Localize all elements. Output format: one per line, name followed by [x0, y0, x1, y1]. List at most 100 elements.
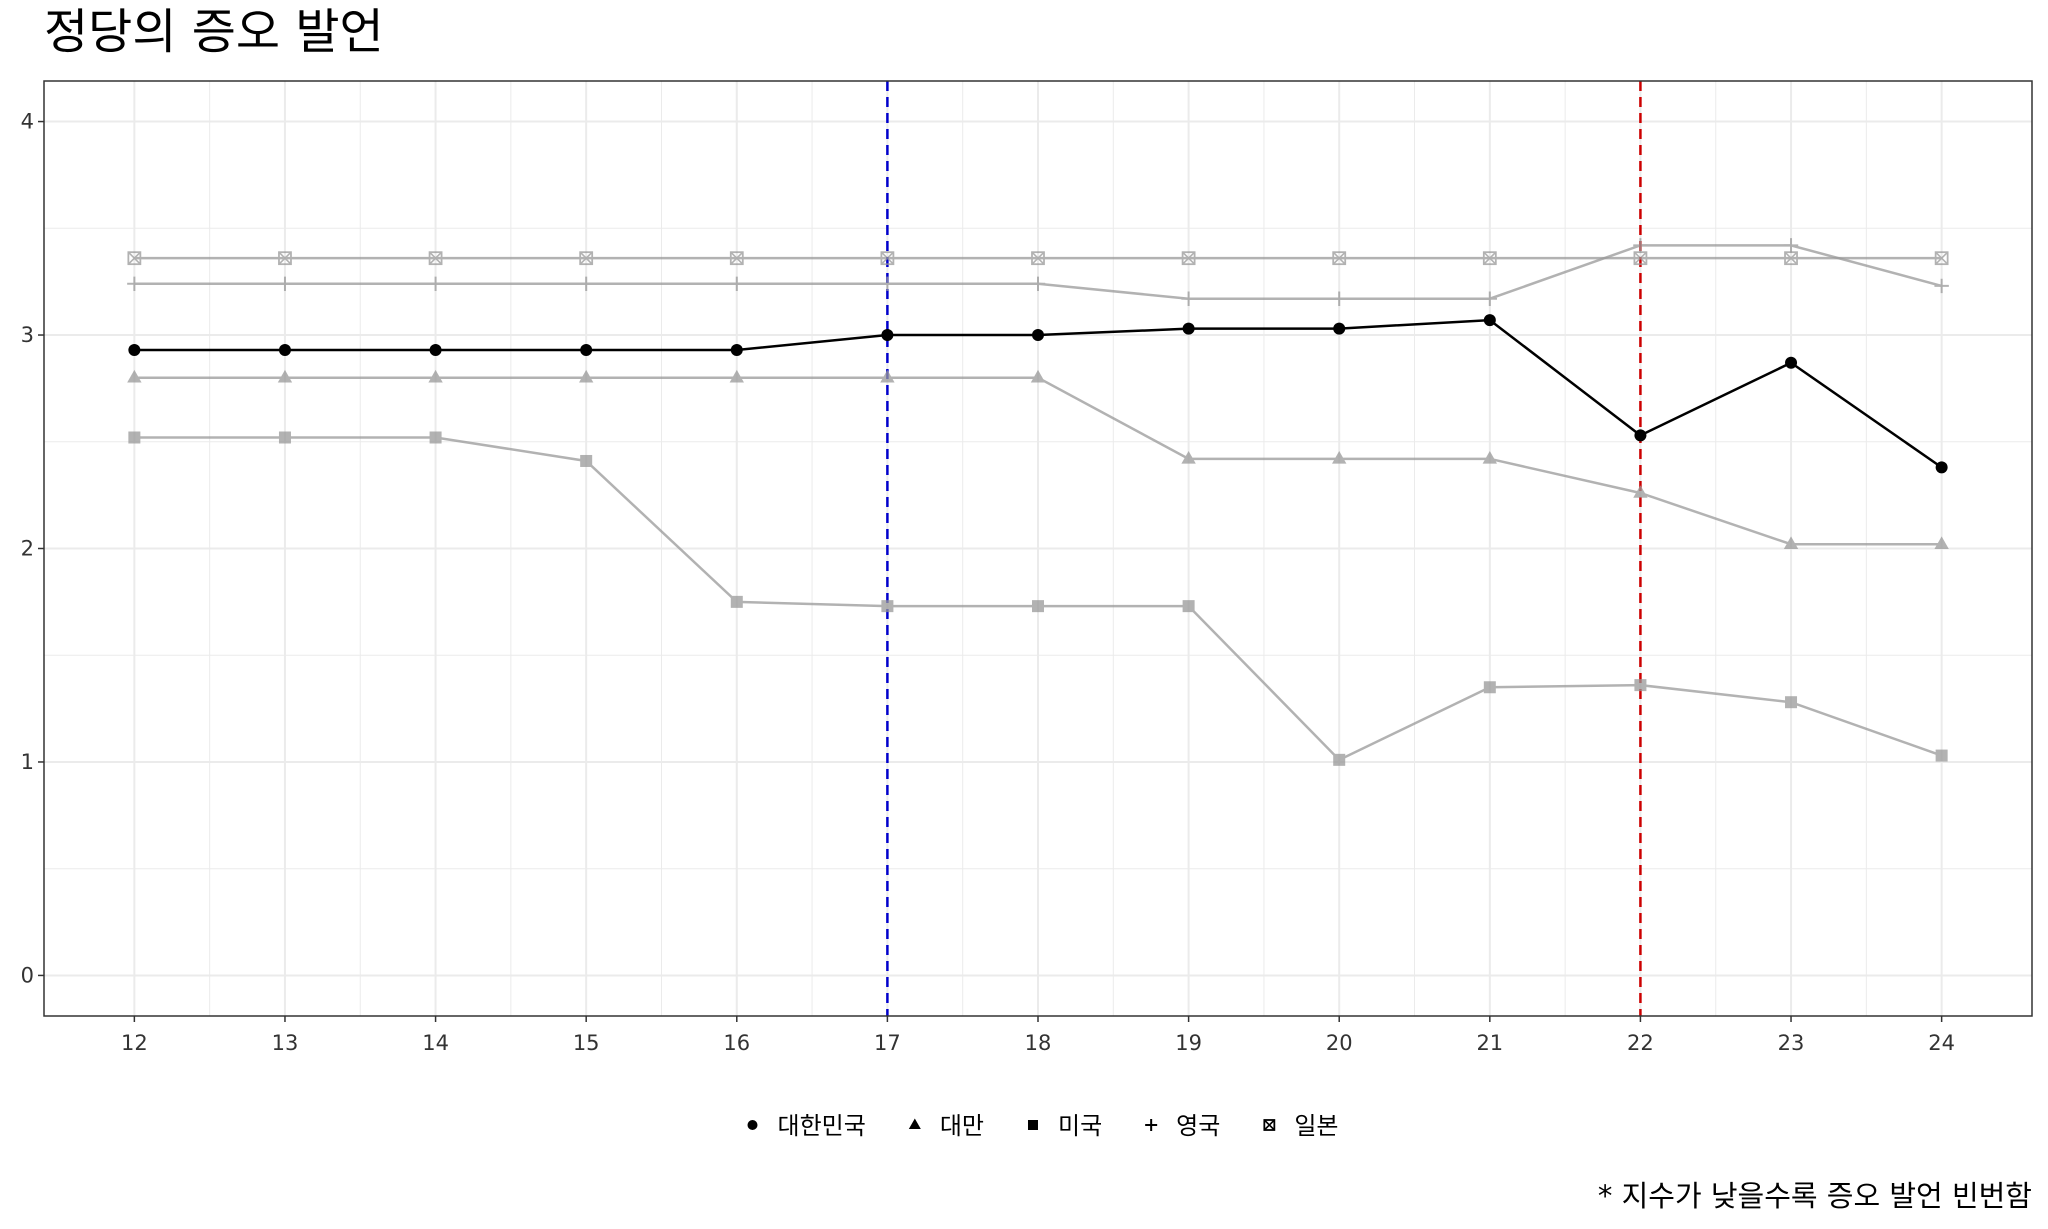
- x-tick-label: 14: [422, 1031, 449, 1055]
- data-point: [278, 431, 291, 444]
- data-point-shape: [1030, 276, 1046, 291]
- data-point: [881, 329, 894, 342]
- data-point-box: [880, 251, 895, 266]
- data-point: [1785, 356, 1798, 369]
- data-point: [1030, 369, 1046, 383]
- legend-item-2: 대만: [908, 1112, 984, 1140]
- data-point-box: [1482, 251, 1497, 266]
- data-point: [1181, 251, 1196, 266]
- data-point-box: [278, 251, 292, 266]
- data-point-cross: [880, 251, 894, 265]
- data-point-cross: [429, 251, 443, 265]
- x-tick-label: 15: [573, 1031, 600, 1055]
- data-point-cross: [1332, 251, 1346, 265]
- x-tick-label: 12: [121, 1031, 148, 1055]
- data-point: [128, 431, 141, 444]
- data-point: [277, 276, 293, 291]
- data-point-shape: [1785, 356, 1798, 369]
- data-point-shape: [1032, 329, 1044, 342]
- data-point: [1181, 451, 1196, 464]
- x-tick-label: 13: [272, 1031, 299, 1055]
- data-point: [1633, 485, 1648, 498]
- data-point-cross: [1784, 251, 1798, 265]
- data-point: [1332, 291, 1347, 306]
- x-tick-label: 17: [874, 1031, 901, 1055]
- data-point-box: [428, 251, 443, 266]
- data-point: [1784, 251, 1798, 266]
- y-tick-label: 4: [21, 110, 34, 134]
- data-point: [1934, 278, 1949, 294]
- data-point-shape: [1783, 536, 1799, 550]
- data-point: [729, 369, 744, 383]
- data-point-shape: [127, 276, 142, 291]
- series-group: [127, 238, 1949, 766]
- series-2: [127, 369, 1949, 550]
- series-4: [127, 238, 1949, 306]
- data-point-cross: [278, 251, 292, 265]
- x-tick-label: 22: [1627, 1031, 1654, 1055]
- x-tick-label: 18: [1025, 1031, 1052, 1055]
- data-point: [1482, 291, 1498, 306]
- reference-lines: [886, 81, 1642, 1016]
- data-point: [1333, 753, 1346, 766]
- data-point: [1483, 681, 1496, 694]
- data-point-shape: [277, 276, 293, 291]
- data-point: [1935, 461, 1948, 474]
- x-tick-label: 21: [1476, 1031, 1503, 1055]
- legend-item-3: 미국: [1027, 1112, 1102, 1140]
- x-tick-label: 23: [1778, 1031, 1805, 1055]
- series-5: [127, 251, 1949, 266]
- data-point: [1483, 314, 1496, 327]
- y-tick-label: 2: [21, 537, 34, 561]
- data-point: [1783, 238, 1799, 253]
- data-point-cross: [1483, 251, 1497, 265]
- data-point-cross: [127, 251, 141, 265]
- legend-key: [1027, 1120, 1038, 1130]
- data-point-shape: [730, 343, 743, 356]
- data-point-shape: [128, 431, 141, 444]
- data-point: [277, 369, 293, 383]
- data-point-shape: [1633, 238, 1648, 253]
- legend-label: 일본: [1294, 1112, 1338, 1140]
- data-point: [1634, 429, 1647, 442]
- data-point: [428, 369, 443, 383]
- data-point-shape: [729, 369, 744, 383]
- data-point-shape: [128, 343, 141, 356]
- data-point-shape: [1333, 753, 1346, 766]
- data-point: [1032, 329, 1044, 342]
- data-point-shape: [1783, 238, 1799, 253]
- data-point: [880, 276, 895, 291]
- legend-key-box: [1263, 1119, 1276, 1131]
- data-point-cross: [730, 251, 744, 265]
- data-point-shape: [580, 454, 593, 467]
- data-point-cross: [579, 251, 593, 265]
- legend-label: 미국: [1058, 1112, 1102, 1140]
- data-point: [580, 454, 593, 467]
- data-point-shape: [1032, 600, 1044, 613]
- data-point-shape: [1181, 291, 1196, 306]
- legend-label: 대만: [940, 1112, 984, 1140]
- data-point-shape: [1634, 679, 1647, 692]
- data-point: [1935, 749, 1948, 762]
- data-point: [880, 251, 895, 266]
- y-tick-label: 1: [21, 750, 34, 774]
- legend-label: 영국: [1176, 1112, 1220, 1140]
- legend-key-shape: [747, 1120, 758, 1130]
- data-point: [1181, 291, 1196, 306]
- x-tick-label: 19: [1175, 1031, 1202, 1055]
- data-point-shape: [1633, 485, 1648, 498]
- data-point-shape: [277, 369, 293, 383]
- data-point-shape: [1483, 681, 1496, 694]
- data-point-shape: [127, 369, 142, 383]
- data-point: [428, 276, 443, 291]
- data-point-cross: [1633, 251, 1647, 265]
- data-point: [1934, 536, 1949, 550]
- data-point-shape: [1181, 451, 1196, 464]
- data-point: [1482, 251, 1497, 266]
- data-point-shape: [278, 343, 291, 356]
- data-point-shape: [578, 276, 594, 291]
- data-point-shape: [278, 431, 291, 444]
- data-point: [1333, 322, 1346, 335]
- data-point-box: [1181, 251, 1196, 266]
